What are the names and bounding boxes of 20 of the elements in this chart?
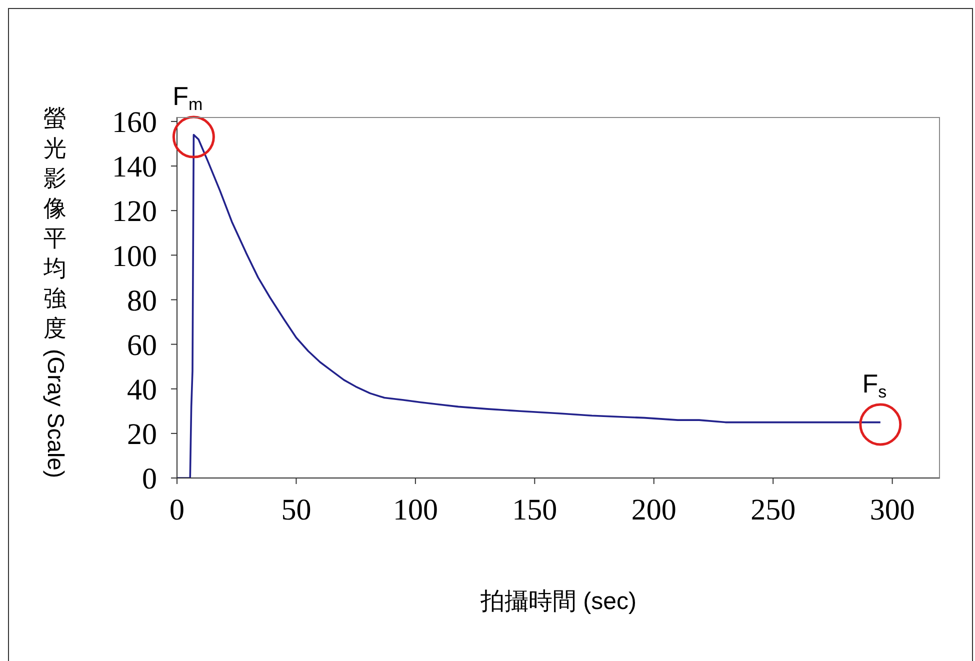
y-tick-label: 140 [112,150,157,184]
x-tick-label: 200 [631,493,676,526]
y-tick-label: 20 [127,418,157,452]
y-tick-label: 80 [127,284,157,318]
x-tick-label: 150 [512,493,558,526]
x-tick-label: 50 [281,493,312,526]
x-tick-label: 0 [170,493,184,526]
y-tick-label: 0 [142,462,157,496]
y-tick-label: 40 [127,374,157,407]
x-tick-label: 300 [870,493,915,526]
text: 螢光影像平均強度 (Gray Scale) [42,105,69,478]
y-tick-label: 120 [112,195,157,228]
y-tick-label: 60 [127,328,157,362]
x-axis-title: 拍攝時間 (sec) [480,587,638,617]
y-tick-label: 160 [112,106,157,140]
annotation: F$_{m}$ [172,81,203,114]
x-tick-label: 100 [392,493,438,526]
annotation: F$_{s}$ [862,368,887,402]
x-tick-label: 250 [750,493,796,526]
y-tick-label: 100 [112,240,157,273]
